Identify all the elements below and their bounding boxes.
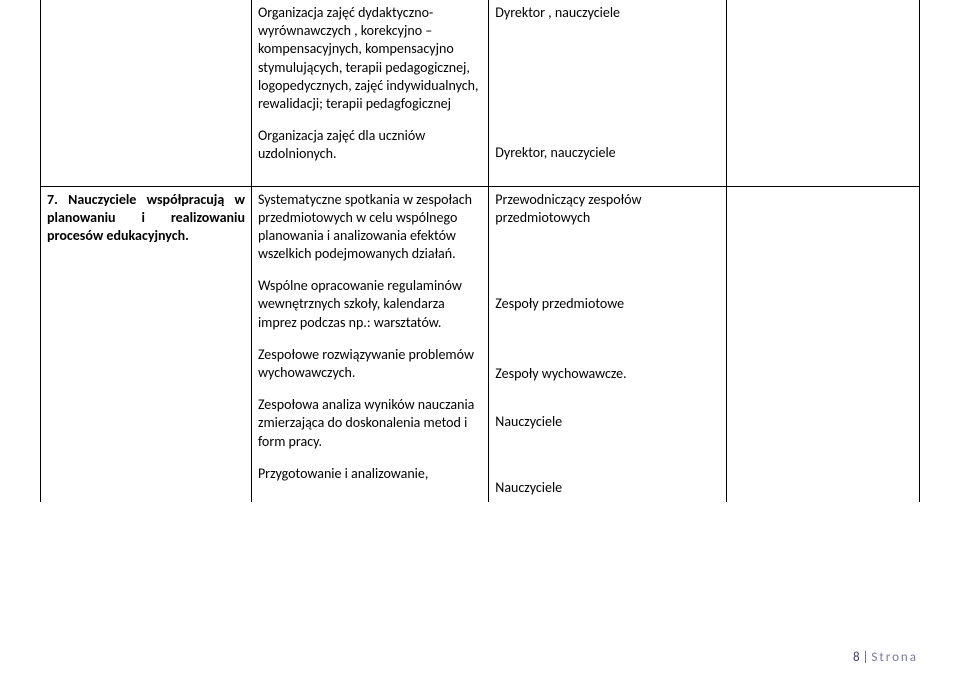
cell-empty <box>726 0 919 186</box>
cell-empty <box>726 186 919 502</box>
cell-text: Organizacja zajęć dla uczniów uzdolniony… <box>258 127 482 163</box>
page-label: Strona <box>871 650 918 665</box>
cell: Organizacja zajęć dydaktyczno- wyrównawc… <box>251 0 488 186</box>
cell-empty <box>41 0 252 186</box>
page-footer: 8 | Strona <box>853 650 918 665</box>
cell: Przewodniczący zespołów przedmiotowych Z… <box>489 186 726 502</box>
cell-text: 7. Nauczyciele współpracują w planowaniu… <box>47 191 245 246</box>
cell-text: Zespoły przedmiotowe <box>495 295 719 313</box>
cell-text: Zespoły wychowawcze. <box>495 365 719 383</box>
page-number: 8 <box>853 650 860 665</box>
cell-text: Systematyczne spotkania w zespołach prze… <box>258 191 482 264</box>
spacer <box>258 382 482 396</box>
spacer <box>258 332 482 346</box>
cell-text: Zespołowe rozwiązywanie problemów wychow… <box>258 346 482 382</box>
cell-text: Dyrektor, nauczyciele <box>495 144 719 162</box>
data-table: Organizacja zajęć dydaktyczno- wyrównawc… <box>40 0 920 502</box>
spacer <box>258 113 482 127</box>
cell-text: Nauczyciele <box>495 413 719 431</box>
cell-text: Przewodniczący zespołów przedmiotowych <box>495 191 719 227</box>
spacer <box>258 451 482 465</box>
spacer <box>495 227 719 295</box>
table-row: 7. Nauczyciele współpracują w planowaniu… <box>41 186 920 502</box>
cell-heading: 7. Nauczyciele współpracują w planowaniu… <box>41 186 252 502</box>
table-row: Organizacja zajęć dydaktyczno- wyrównawc… <box>41 0 920 186</box>
cell: Dyrektor , nauczyciele Dyrektor, nauczyc… <box>489 0 726 186</box>
spacer <box>258 164 482 182</box>
page-container: Organizacja zajęć dydaktyczno- wyrównawc… <box>0 0 960 502</box>
spacer <box>495 431 719 479</box>
cell-text: Dyrektor , nauczyciele <box>495 4 719 22</box>
spacer <box>258 263 482 277</box>
cell: Systematyczne spotkania w zespołach prze… <box>251 186 488 502</box>
cell-text: Wspólne opracowanie regulaminów wewnętrz… <box>258 277 482 332</box>
cell-text: Organizacja zajęć dydaktyczno- wyrównawc… <box>258 4 482 113</box>
cell-text: Przygotowanie i analizowanie, <box>258 465 482 483</box>
spacer <box>495 383 719 413</box>
cell-text: Zespołowa analiza wyników nauczania zmie… <box>258 396 482 451</box>
cell-text: Nauczyciele <box>495 479 719 497</box>
spacer <box>495 313 719 365</box>
spacer <box>495 22 719 144</box>
